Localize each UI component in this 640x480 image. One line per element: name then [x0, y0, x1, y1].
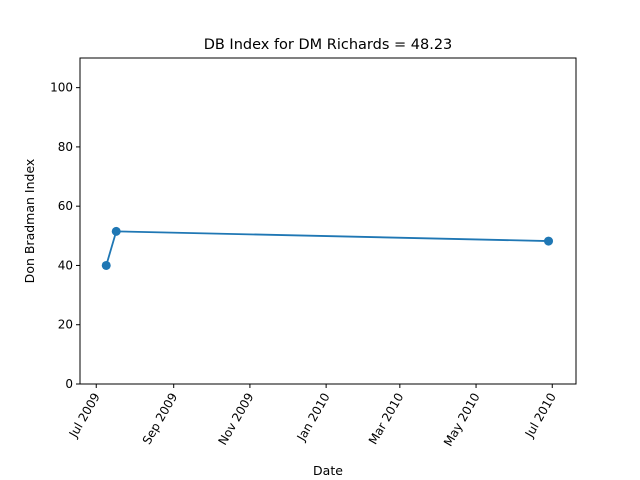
y-tick-label: 40: [58, 258, 73, 272]
x-tick-label: Jul 2010: [522, 391, 559, 441]
series-line: [105, 230, 549, 266]
y-tick-label: 60: [58, 199, 73, 213]
x-tick-label: Jul 2009: [66, 391, 103, 441]
chart-title: DB Index for DM Richards = 48.23: [204, 37, 453, 53]
x-tick-label: Jan 2010: [294, 391, 333, 445]
y-axis-label: Don Bradman Index: [22, 159, 37, 284]
x-tick-label: Sep 2009: [140, 391, 181, 447]
y-tick-label: 20: [58, 318, 73, 332]
plot-area: [101, 226, 554, 270]
x-tick-label: May 2010: [441, 391, 483, 449]
plot-frame: [79, 57, 577, 385]
y-tick-label: 0: [65, 377, 73, 391]
x-tick-label: Mar 2010: [366, 391, 407, 447]
data-point: [111, 226, 121, 236]
y-tick-label: 100: [50, 81, 73, 95]
y-axis: 0 20 40 60 80 100: [50, 81, 80, 391]
data-point: [101, 260, 111, 270]
x-tick-label: Nov 2009: [215, 391, 256, 448]
x-axis-label: Date: [313, 463, 343, 478]
x-axis: Jul 2009 Sep 2009 Nov 2009 Jan 2010 Mar 2010…: [66, 384, 559, 449]
data-point: [544, 236, 554, 246]
y-tick-label: 80: [58, 140, 73, 154]
